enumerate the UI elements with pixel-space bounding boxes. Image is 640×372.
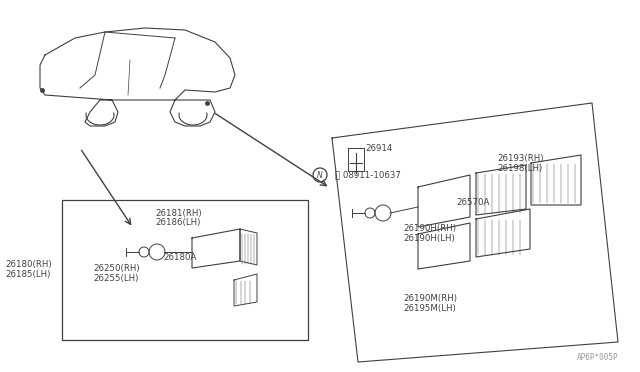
Text: N: N <box>317 170 323 180</box>
Text: 26190M(RH): 26190M(RH) <box>403 294 457 302</box>
Text: 26195M(LH): 26195M(LH) <box>403 304 456 312</box>
Text: 26570A: 26570A <box>456 198 490 206</box>
Text: 26190H(LH): 26190H(LH) <box>403 234 455 243</box>
Text: 26180A: 26180A <box>163 253 196 262</box>
Text: 26250(RH): 26250(RH) <box>93 263 140 273</box>
Text: 26190H(RH): 26190H(RH) <box>403 224 456 232</box>
Text: AP6P*005P: AP6P*005P <box>577 353 618 362</box>
Text: Ⓝ 08911-10637: Ⓝ 08911-10637 <box>335 170 401 180</box>
Text: 26914: 26914 <box>365 144 392 153</box>
Text: 26185(LH): 26185(LH) <box>5 270 51 279</box>
Text: 26198(LH): 26198(LH) <box>497 164 542 173</box>
Text: 26255(LH): 26255(LH) <box>93 273 138 282</box>
Bar <box>62 200 308 340</box>
Text: 26193(RH): 26193(RH) <box>497 154 543 163</box>
Text: 26180(RH): 26180(RH) <box>5 260 52 269</box>
Text: 26186(LH): 26186(LH) <box>155 218 200 227</box>
Text: 26181(RH): 26181(RH) <box>155 208 202 218</box>
